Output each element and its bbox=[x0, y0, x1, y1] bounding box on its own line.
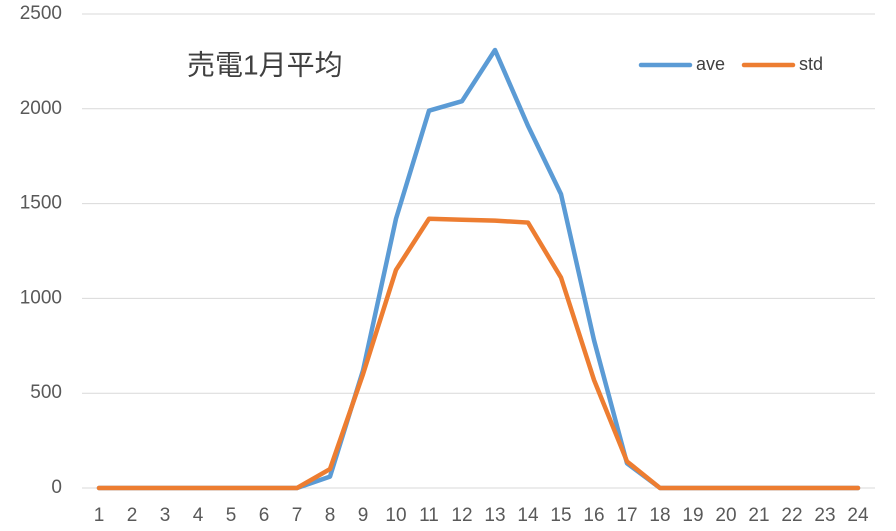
x-tick-label: 19 bbox=[682, 505, 703, 526]
chart-title: 売電1月平均 bbox=[187, 49, 343, 80]
y-tick-label: 0 bbox=[51, 477, 62, 498]
legend-label: std bbox=[799, 54, 823, 74]
x-tick-label: 17 bbox=[616, 505, 637, 526]
series-line bbox=[96, 47, 861, 491]
x-tick-label: 7 bbox=[292, 505, 303, 526]
x-tick-label: 16 bbox=[583, 505, 604, 526]
y-tick-label: 2500 bbox=[20, 3, 62, 24]
x-tick-label: 11 bbox=[419, 505, 439, 526]
x-tick-label: 21 bbox=[748, 505, 769, 526]
x-tick-label: 3 bbox=[160, 505, 171, 526]
x-tick-label: 15 bbox=[550, 505, 571, 526]
y-tick-label: 1500 bbox=[20, 193, 62, 214]
series-line bbox=[96, 216, 861, 491]
x-tick-label: 24 bbox=[847, 505, 869, 526]
x-tick-label: 20 bbox=[715, 505, 736, 526]
x-tick-label: 6 bbox=[259, 505, 270, 526]
x-tick-label: 9 bbox=[358, 505, 369, 526]
x-tick-label: 12 bbox=[451, 505, 472, 526]
y-tick-label: 2000 bbox=[20, 98, 62, 119]
legend-label: ave bbox=[696, 54, 725, 74]
x-tick-label: 22 bbox=[781, 505, 802, 526]
x-tick-label: 13 bbox=[484, 505, 505, 526]
x-tick-label: 18 bbox=[649, 505, 670, 526]
x-tick-label: 14 bbox=[517, 505, 539, 526]
x-tick-label: 10 bbox=[385, 505, 406, 526]
y-tick-label: 1000 bbox=[20, 287, 62, 308]
x-tick-label: 1 bbox=[94, 505, 105, 526]
x-tick-label: 5 bbox=[226, 505, 237, 526]
y-tick-label: 500 bbox=[30, 382, 62, 403]
x-tick-label: 4 bbox=[193, 505, 204, 526]
x-tick-label: 2 bbox=[127, 505, 138, 526]
x-tick-label: 8 bbox=[325, 505, 336, 526]
x-tick-label: 23 bbox=[814, 505, 835, 526]
